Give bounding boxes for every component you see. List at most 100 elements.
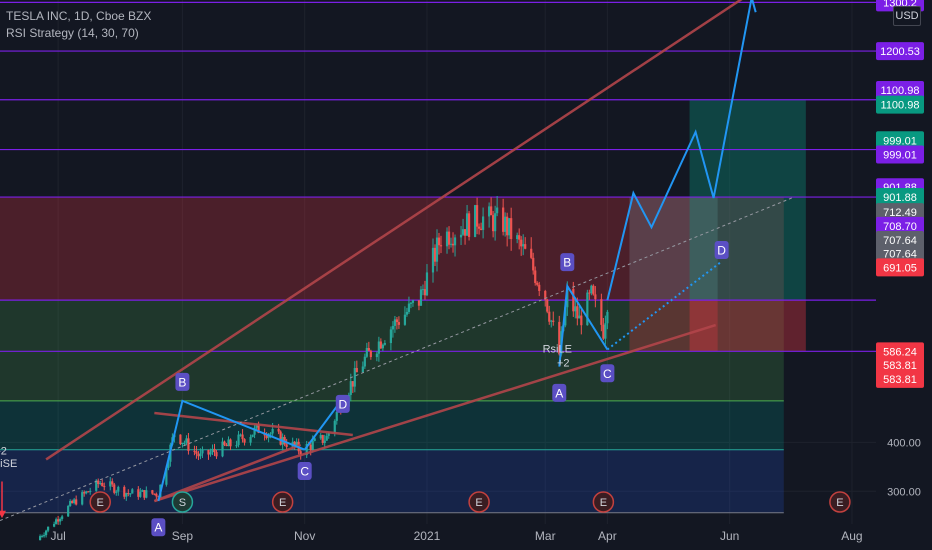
candle-body [239,434,242,436]
candle-body [544,290,547,300]
pattern-point-badge [714,240,729,259]
currency-button[interactable]: USD [893,6,921,26]
candle-body [604,323,607,339]
candle-body [69,501,72,506]
symbol-title[interactable]: TESLA INC, 1D, Cboe BZX [6,9,152,23]
candle-body [249,436,252,443]
candle-body [502,207,505,232]
pattern-point-badge [297,462,312,481]
candle-body [253,427,256,435]
candle-body [355,368,358,373]
short-arrow-icon [0,510,7,519]
candle-body [397,322,401,325]
candle-body [558,321,561,355]
candle-body [351,381,354,387]
candle-body [463,229,467,236]
candle-body [305,444,308,456]
candle-body [165,467,168,485]
candle-body [445,231,449,247]
candle-body [293,441,296,446]
candle-body [183,442,186,444]
candle-body [117,486,120,492]
candle-body [139,491,142,497]
candle-body [510,218,513,240]
candle-body [403,314,407,325]
candle-body [516,235,519,240]
candle-body [504,216,507,232]
candle-body [311,440,314,451]
event-marker-label: E [600,497,607,509]
pattern-point-label: B [178,375,186,389]
price-scale-badge-label: 1300.2 [883,0,917,9]
candle-body [257,424,260,433]
x-axis-tick-label: Jul [50,529,65,543]
candle-body [423,289,427,296]
candle-body [411,300,415,303]
position-box [689,99,806,301]
candle-body [488,206,491,217]
pattern-point-badge [600,364,615,383]
price-scale-badge-label: 1100.98 [881,85,920,97]
indicator-title[interactable]: RSI Strategy (14, 30, 70) [6,26,139,40]
candle-body [209,452,212,455]
price-scale-badge-label: 707.64 [883,235,917,247]
candle-body [524,244,527,249]
candle-body [73,499,76,504]
candle-body [536,282,539,285]
candle-body [451,243,455,246]
candle-body [113,484,116,493]
event-marker-label: E [475,497,482,509]
projection-path-line [606,0,757,301]
price-scale-badge-label: 1100.98 [881,100,920,112]
price-scale-badge [876,231,924,250]
pattern-point-badge [151,518,166,537]
candle-body [574,306,577,312]
price-scale-badge-label: 691.05 [883,262,917,274]
y-axis-tick-label: 300.00 [887,486,921,498]
candle-body [606,311,609,324]
candle-body [391,325,394,330]
price-scale-badge-label: 1200.53 [880,46,920,58]
candle-body [211,448,214,453]
candle-body [269,433,272,435]
candle-body [225,444,228,447]
fib-zone [0,351,784,401]
candle-body [395,319,399,323]
candle-body [325,435,328,441]
candle-body [407,303,411,312]
candle-body [550,320,553,322]
signal-label: RsiSE [0,458,17,470]
x-axis-tick-label: Aug [841,529,862,543]
earnings-event-icon [829,491,851,513]
candle-body [223,441,226,445]
candle-body [59,518,62,522]
candle-body [323,440,326,443]
candle-body [67,505,70,517]
candle-body [271,428,274,434]
candle-body [602,324,605,339]
candle-body [578,315,581,319]
candle-body [131,489,134,494]
candle-body [546,299,549,312]
candle-body [327,433,330,436]
candle-body [279,431,282,445]
price-scale-badge [876,42,924,61]
candle-body [43,535,46,537]
candle-body [369,350,372,358]
candle-body [167,461,170,468]
price-scale-badge [876,188,924,207]
candle-body [103,486,106,488]
candle-body [277,428,280,432]
x-axis-tick-label: 2021 [414,529,441,543]
candle-body [99,482,102,484]
candle-body [572,288,575,312]
abcd-pattern-1-line [157,399,306,502]
candle-body [47,526,50,531]
candle-body [473,205,477,237]
candle-body [153,493,156,495]
candle-body [221,441,224,457]
candle-body [127,493,130,495]
candle-body [552,320,555,322]
candle-body [439,245,443,247]
